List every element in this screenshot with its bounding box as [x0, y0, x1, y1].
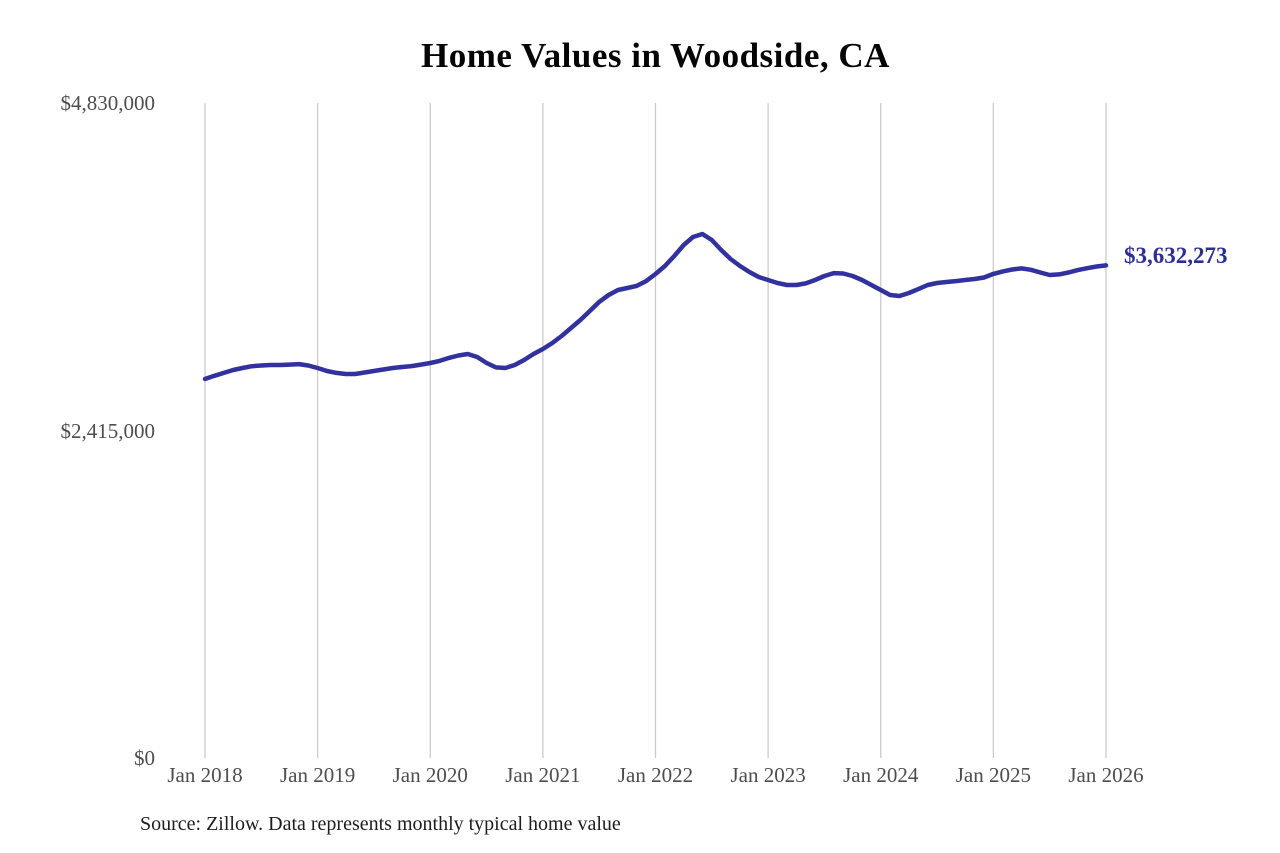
y-tick-label: $2,415,000	[60, 418, 156, 443]
home-value-line	[202, 231, 1109, 382]
y-tick-label: $0	[134, 746, 155, 770]
x-tick-label: Jan 2025	[955, 763, 1031, 787]
x-tick-label: Jan 2023	[730, 763, 806, 787]
x-tick-label: Jan 2019	[280, 763, 356, 787]
chart-title: Home Values in Woodside, CA	[421, 36, 890, 75]
x-tick-label: Jan 2021	[505, 763, 581, 787]
end-value-label: $3,632,273	[1124, 243, 1228, 269]
x-tick-label: Jan 2018	[167, 763, 243, 787]
gridlines	[204, 103, 1107, 758]
x-tick-label: Jan 2020	[392, 763, 468, 787]
x-tick-label: Jan 2026	[1068, 763, 1144, 787]
x-tick-label: Jan 2024	[843, 763, 919, 787]
x-tick-label: Jan 2022	[617, 763, 694, 787]
source-note: Source: Zillow. Data represents monthly …	[140, 813, 621, 835]
y-tick-label: $4,830,000	[60, 91, 156, 115]
